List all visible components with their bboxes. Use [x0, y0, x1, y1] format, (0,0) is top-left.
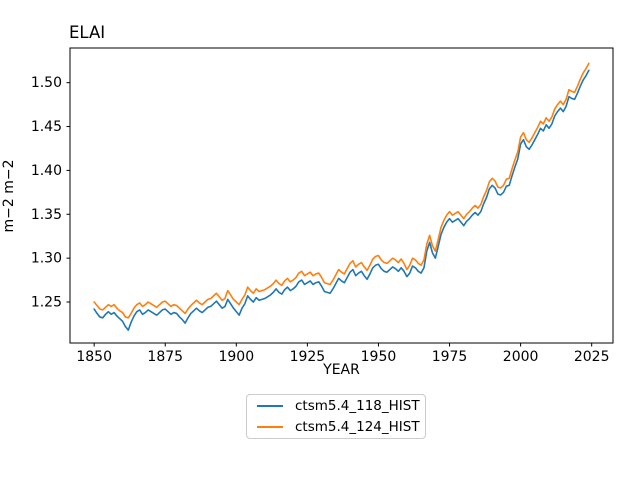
x-tick-label: 2000 [503, 349, 539, 365]
x-tick-label: 1925 [290, 349, 326, 365]
y-axis-label: m−2 m−2 [1, 159, 17, 233]
x-axis-label: YEAR [323, 362, 360, 378]
y-tick-label: 1.35 [31, 207, 62, 223]
x-tick-label: 1950 [361, 349, 397, 365]
x-tick-label: 1850 [76, 349, 112, 365]
legend-box: ctsm5.4_118_HIST ctsm5.4_124_HIST [246, 394, 426, 439]
series-line-ctsm5.4_124_HIST [93, 62, 590, 319]
plot-frame [69, 47, 614, 344]
legend-label: ctsm5.4_124_HIST [295, 419, 420, 435]
x-tick-label: 1900 [218, 349, 254, 365]
legend-line-sample-blue [257, 405, 283, 407]
y-tick-label: 1.40 [31, 163, 62, 179]
legend-line-sample-orange [257, 426, 283, 428]
y-tick-label: 1.45 [31, 119, 62, 135]
y-tick-label: 1.30 [31, 251, 62, 267]
y-tick-label: 1.25 [31, 295, 62, 311]
x-tick-label: 1875 [147, 349, 183, 365]
series-line-ctsm5.4_118_HIST [93, 69, 590, 331]
legend-label: ctsm5.4_118_HIST [295, 398, 420, 414]
legend-item: ctsm5.4_124_HIST [257, 418, 425, 436]
y-tick-label: 1.50 [31, 75, 62, 91]
chart-title: ELAI [69, 23, 106, 42]
x-tick-label: 2025 [574, 349, 610, 365]
legend-item: ctsm5.4_118_HIST [257, 397, 425, 415]
x-tick-label: 1975 [432, 349, 468, 365]
